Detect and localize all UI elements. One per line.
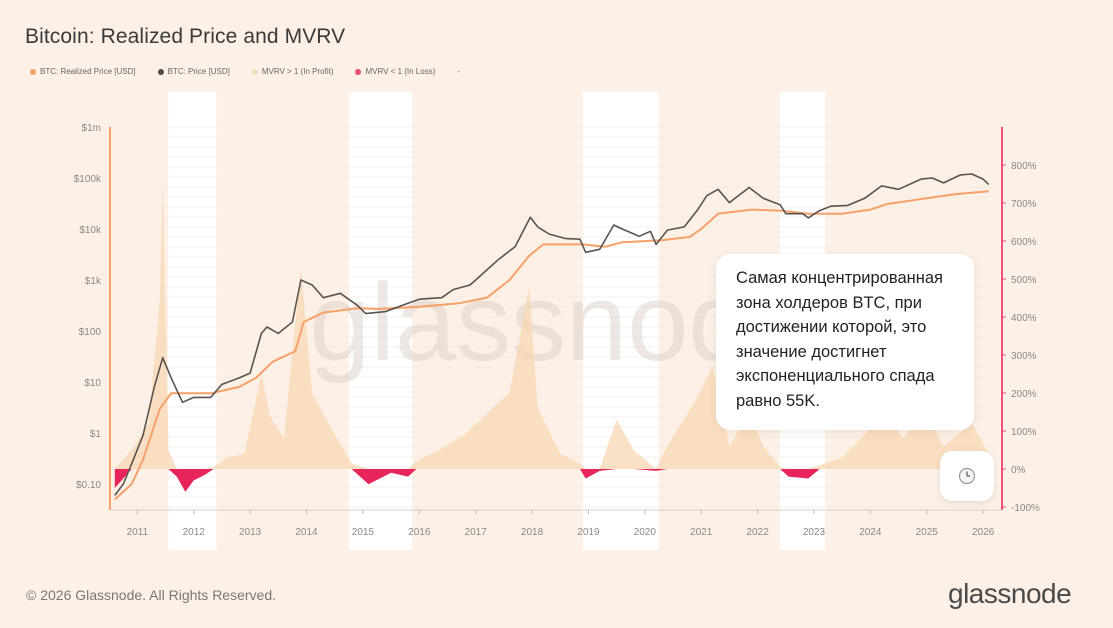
x-tick-label: 2015	[352, 527, 375, 538]
x-tick-label: 2017	[465, 527, 488, 538]
y-left-tick-label: $10k	[79, 225, 102, 236]
mvrv-area	[114, 176, 989, 492]
mvrv-loss-area	[114, 469, 989, 492]
y-right-tick-label: 700%	[1011, 199, 1037, 210]
y-right-tick-label: 100%	[1011, 427, 1037, 438]
x-tick-label: 2025	[916, 527, 939, 538]
clock-icon	[958, 467, 976, 485]
y-left-tick-label: $10	[84, 378, 101, 389]
x-tick-label: 2013	[239, 527, 262, 538]
legend-label-realized-price: BTC: Realized Price [USD]	[40, 67, 136, 76]
legend-item-realized-price[interactable]: BTC: Realized Price [USD]	[30, 67, 136, 76]
x-tick-label: 2024	[859, 527, 882, 538]
x-tick-label: 2016	[408, 527, 431, 538]
y-right-tick-label: 500%	[1011, 275, 1037, 286]
annotation-callout: Самая концентрированная зона холдеров BT…	[716, 254, 974, 430]
y-right-tick-label: 800%	[1011, 161, 1037, 172]
x-tick-label: 2021	[690, 527, 713, 538]
legend-dot-price	[157, 68, 164, 75]
y-right-tick-label: 300%	[1011, 351, 1037, 362]
x-tick-label: 2012	[183, 527, 206, 538]
x-tick-label: 2020	[634, 527, 657, 538]
price-line	[114, 173, 990, 496]
y-right-tick-label: 200%	[1011, 389, 1037, 400]
x-tick-label: 2011	[127, 527, 149, 538]
legend-item-extra: -	[457, 67, 460, 76]
x-tick-label: 2019	[577, 527, 600, 538]
legend-dot-realized-price	[30, 68, 36, 75]
axes	[109, 127, 1003, 511]
y-left-ticks: $1m $100k $10k $1k $100 $10 $1 $0.10	[74, 123, 102, 491]
legend-label-mvrv-profit: MVRV > 1 (In Profit)	[261, 67, 334, 76]
legend-label-price: BTC: Price [USD]	[167, 67, 230, 76]
history-button[interactable]	[940, 451, 994, 501]
y-left-tick-label: $100	[79, 327, 102, 338]
footer-copyright: © 2026 Glassnode. All Rights Reserved.	[26, 587, 277, 603]
realized-price-line	[114, 190, 989, 501]
legend-label-extra: -	[457, 67, 461, 76]
y-left-tick-label: $1	[90, 429, 102, 440]
y-left-tick-label: $1m	[82, 123, 101, 134]
legend-item-mvrv-loss[interactable]: MVRV < 1 (In Loss)	[355, 67, 435, 76]
y-left-tick-label: $0.10	[76, 480, 101, 491]
legend-dot-mvrv-profit	[251, 68, 258, 75]
y-right-ticks: 800% 700% 600% 500% 400% 300% 200% 100% 0% -100%	[1002, 161, 1040, 514]
y-right-tick-label: -100%	[1011, 503, 1040, 514]
y-right-tick-label: 600%	[1011, 237, 1037, 248]
legend: BTC: Realized Price [USD] BTC: Price [US…	[30, 67, 460, 76]
highlight-band-2	[582, 92, 659, 550]
x-tick-label: 2018	[521, 527, 544, 538]
x-tick-label: 2023	[803, 527, 826, 538]
y-left-tick-label: $100k	[74, 174, 102, 185]
y-right-tick-label: 0%	[1011, 465, 1026, 476]
x-axis-ticks: 2011 2012 2013 2014 2015 2016 2017 2018 2019 2020…	[127, 510, 995, 538]
y-right-tick-label: 400%	[1011, 313, 1037, 324]
x-tick-label: 2022	[746, 527, 769, 538]
legend-item-price[interactable]: BTC: Price [USD]	[157, 67, 230, 76]
legend-label-mvrv-loss: MVRV < 1 (In Loss)	[365, 67, 436, 76]
x-tick-label: 2026	[972, 527, 995, 538]
mvrv-profit-area	[114, 176, 989, 469]
legend-dot-mvrv-loss	[355, 68, 362, 75]
y-left-tick-label: $1k	[85, 276, 102, 287]
brand-logo: glassnode	[948, 578, 1072, 609]
series-lines	[114, 173, 990, 501]
legend-item-mvrv-profit[interactable]: MVRV > 1 (In Profit)	[251, 67, 334, 76]
chart-title: Bitcoin: Realized Price and MVRV	[25, 25, 346, 48]
x-tick-label: 2014	[295, 527, 318, 538]
